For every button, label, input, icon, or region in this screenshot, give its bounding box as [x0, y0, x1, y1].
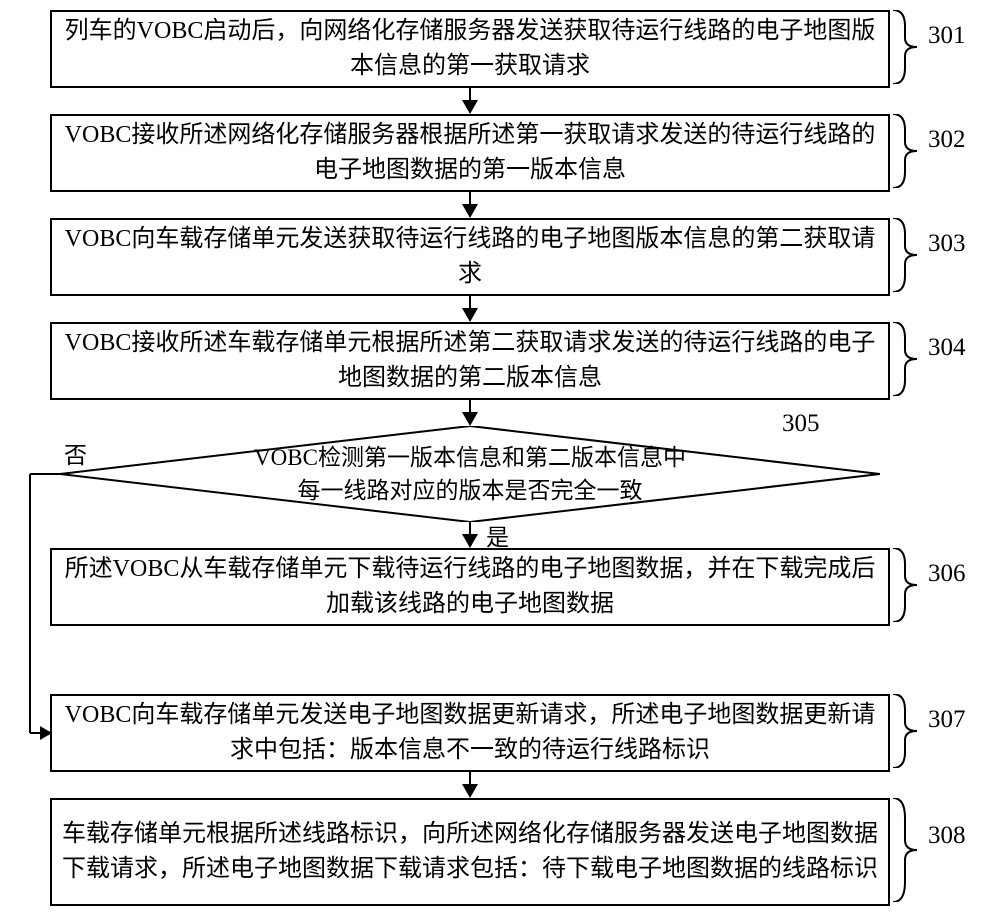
brace-303 [891, 218, 921, 292]
step-304-num: 304 [928, 334, 966, 362]
brace-307 [891, 694, 921, 768]
step-303-num: 303 [928, 230, 966, 258]
step-304-text: VOBC接收所述车载存储单元根据所述第二获取请求发送的待运行线路的电子地图数据的… [62, 326, 878, 396]
step-307-text: VOBC向车载存储单元发送电子地图数据更新请求，所述电子地图数据更新请求中包括：… [62, 698, 878, 768]
step-302-num: 302 [928, 126, 966, 154]
flowchart-canvas: 列车的VOBC启动后，向网络化存储服务器发送获取待运行线路的电子地图版本信息的第… [0, 0, 1000, 920]
step-301-num: 301 [928, 22, 966, 50]
edge-no-label: 否 [64, 436, 87, 470]
step-306-box: 所述VOBC从车载存储单元下载待运行线路的电子地图数据，并在下载完成后加载该线路… [50, 548, 890, 626]
step-303-text: VOBC向车载存储单元发送获取待运行线路的电子地图版本信息的第二获取请求 [62, 222, 878, 292]
arrow-307-308-head [462, 784, 478, 798]
step-306-num: 306 [928, 560, 966, 588]
step-301-text: 列车的VOBC启动后，向网络化存储服务器发送获取待运行线路的电子地图版本信息的第… [62, 14, 878, 84]
step-305-text: VOBC检测第一版本信息和第二版本信息中 每一线路对应的版本是否完全一致 [254, 441, 686, 508]
step-304-box: VOBC接收所述车载存储单元根据所述第二获取请求发送的待运行线路的电子地图数据的… [50, 322, 890, 400]
step-305-num: 305 [782, 410, 820, 438]
brace-302 [891, 114, 921, 188]
step-301-box: 列车的VOBC启动后，向网络化存储服务器发送获取待运行线路的电子地图版本信息的第… [50, 10, 890, 88]
arrow-304-305-head [462, 412, 478, 426]
arrow-303-304-head [462, 308, 478, 322]
step-306-text: 所述VOBC从车载存储单元下载待运行线路的电子地图数据，并在下载完成后加载该线路… [62, 552, 878, 622]
arrow-301-302-head [462, 100, 478, 114]
edge-yes-label: 是 [486, 518, 509, 552]
brace-301 [891, 10, 921, 84]
step-307-box: VOBC向车载存储单元发送电子地图数据更新请求，所述电子地图数据更新请求中包括：… [50, 694, 890, 772]
edge-no-path [0, 0, 100, 760]
step-302-text: VOBC接收所述网络化存储服务器根据所述第一获取请求发送的待运行线路的电子地图数… [62, 118, 878, 188]
brace-306 [891, 548, 921, 622]
step-308-num: 308 [928, 822, 966, 850]
step-308-text: 车载存储单元根据所述线路标识，向所述网络化存储服务器发送电子地图数据下载请求，所… [62, 817, 878, 887]
step-307-num: 307 [928, 706, 966, 734]
step-308-box: 车载存储单元根据所述线路标识，向所述网络化存储服务器发送电子地图数据下载请求，所… [50, 798, 890, 906]
arrow-305-306-head [462, 534, 478, 548]
arrow-302-303-head [462, 204, 478, 218]
step-302-box: VOBC接收所述网络化存储服务器根据所述第一获取请求发送的待运行线路的电子地图数… [50, 114, 890, 192]
brace-308 [891, 798, 921, 902]
step-303-box: VOBC向车载存储单元发送获取待运行线路的电子地图版本信息的第二获取请求 [50, 218, 890, 296]
brace-304 [891, 322, 921, 396]
step-305-decision: VOBC检测第一版本信息和第二版本信息中 每一线路对应的版本是否完全一致 [60, 426, 880, 522]
